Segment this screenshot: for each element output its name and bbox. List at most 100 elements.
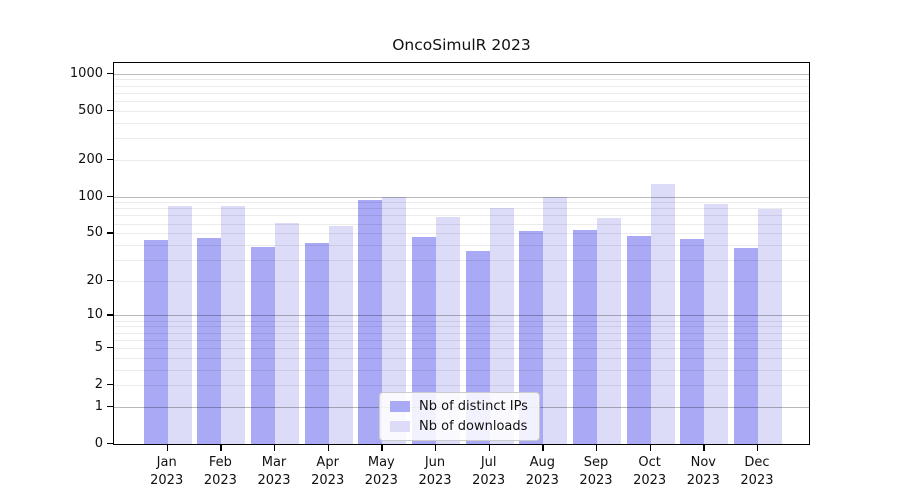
y-axis-tick: [107, 443, 113, 445]
y-tick-label: 1: [94, 398, 103, 414]
gridline: [114, 79, 809, 81]
y-tick-label: 10: [86, 307, 103, 323]
gridline: [114, 159, 809, 161]
gridline: [114, 315, 809, 317]
x-axis-tick: [166, 445, 169, 451]
gridline: [114, 196, 809, 198]
y-axis-tick: [107, 158, 113, 161]
y-axis-tick: [107, 109, 113, 112]
x-axis-tick: [435, 445, 437, 451]
y-tick-label: 20: [86, 272, 103, 288]
y-tick-label: 1000: [69, 65, 103, 81]
y-tick-label: 50: [86, 225, 103, 241]
gridline: [114, 92, 809, 94]
bar-ips-may: [358, 200, 383, 444]
gridline: [114, 332, 809, 334]
x-axis-tick: [756, 445, 759, 451]
plot-area: [113, 62, 810, 445]
x-tick-label: Oct 2023: [633, 455, 667, 488]
y-tick-label: 500: [78, 102, 103, 118]
gridline: [114, 259, 809, 261]
gridline: [114, 244, 809, 246]
x-tick-label: Apr 2023: [311, 455, 345, 488]
x-tick-label: Aug 2023: [525, 455, 559, 488]
x-axis-tick: [542, 445, 544, 451]
legend-label-downloads: Nb of downloads: [419, 419, 528, 434]
x-axis-tick: [220, 445, 222, 451]
bar-downloads-aug: [543, 196, 568, 444]
gridline: [114, 339, 809, 341]
x-axis-tick: [595, 445, 598, 451]
bar-ips-apr: [304, 242, 329, 444]
gridline: [114, 215, 809, 217]
gridline: [114, 357, 809, 359]
x-tick-label: May 2023: [364, 455, 398, 488]
gridline: [114, 208, 809, 210]
x-axis-tick: [381, 445, 383, 451]
bar-downloads-apr: [328, 226, 353, 444]
y-axis-tick: [107, 72, 113, 74]
gridline: [114, 280, 809, 282]
y-tick-label: 100: [78, 188, 103, 204]
chart-title: OncoSimulR 2023: [392, 36, 531, 54]
legend-label-distinct-ips: Nb of distinct IPs: [419, 399, 528, 414]
bar-downloads-mar: [275, 223, 300, 444]
y-tick-label: 2: [94, 377, 103, 393]
x-tick-label: Jan 2023: [150, 455, 184, 488]
legend-swatch-downloads-icon: [390, 421, 410, 432]
gridline: [114, 347, 809, 349]
x-tick-label: Jul 2023: [472, 455, 506, 488]
legend: Nb of distinct IPs Nb of downloads: [379, 392, 540, 441]
gridline: [114, 326, 809, 328]
x-axis-tick: [649, 445, 652, 451]
y-axis-tick: [107, 279, 113, 282]
gridline: [114, 85, 809, 87]
gridline: [114, 233, 809, 235]
bar-ips-sep: [572, 230, 597, 444]
gridline: [114, 100, 809, 102]
y-axis-tick: [107, 384, 113, 386]
gridline: [114, 223, 809, 225]
y-axis-tick: [107, 346, 113, 349]
bar-downloads-jan: [167, 206, 192, 444]
bar-ips-feb: [197, 237, 222, 444]
gridline: [114, 369, 809, 371]
x-tick-label: Dec 2023: [740, 455, 774, 488]
y-axis-tick: [107, 232, 113, 234]
gridline: [114, 138, 809, 140]
bar-downloads-nov: [704, 203, 729, 444]
gridline: [114, 122, 809, 124]
x-tick-label: Nov 2023: [686, 455, 720, 488]
x-axis-tick: [703, 445, 705, 451]
gridline: [114, 385, 809, 387]
x-tick-label: Sep 2023: [579, 455, 613, 488]
bar-ips-mar: [251, 246, 276, 444]
bar-downloads-dec: [757, 209, 782, 444]
gridline: [114, 110, 809, 112]
legend-item-distinct-ips: Nb of distinct IPs: [390, 399, 528, 414]
gridline: [114, 320, 809, 322]
gridline: [114, 73, 809, 75]
y-tick-label: 0: [94, 436, 103, 451]
y-axis-tick: [107, 314, 113, 316]
bar-downloads-oct: [650, 184, 675, 444]
bar-ips-jan: [143, 240, 168, 444]
bar-ips-dec: [733, 248, 758, 444]
y-tick-label: 5: [94, 339, 103, 355]
y-axis-tick: [107, 405, 113, 408]
y-axis-tick: [107, 195, 113, 197]
legend-swatch-distinct-ips-icon: [390, 401, 410, 412]
bar-ips-nov: [680, 239, 705, 444]
y-tick-label: 200: [78, 151, 103, 167]
x-axis-tick: [327, 445, 330, 451]
x-axis-tick: [274, 445, 276, 451]
x-axis-tick: [488, 445, 491, 451]
bar-downloads-feb: [221, 206, 246, 444]
x-tick-label: Jun 2023: [418, 455, 452, 488]
gridline: [114, 202, 809, 204]
bar-ips-oct: [626, 235, 651, 444]
bar-downloads-sep: [596, 218, 621, 444]
x-tick-label: Feb 2023: [203, 455, 237, 488]
legend-item-downloads: Nb of downloads: [390, 419, 528, 434]
